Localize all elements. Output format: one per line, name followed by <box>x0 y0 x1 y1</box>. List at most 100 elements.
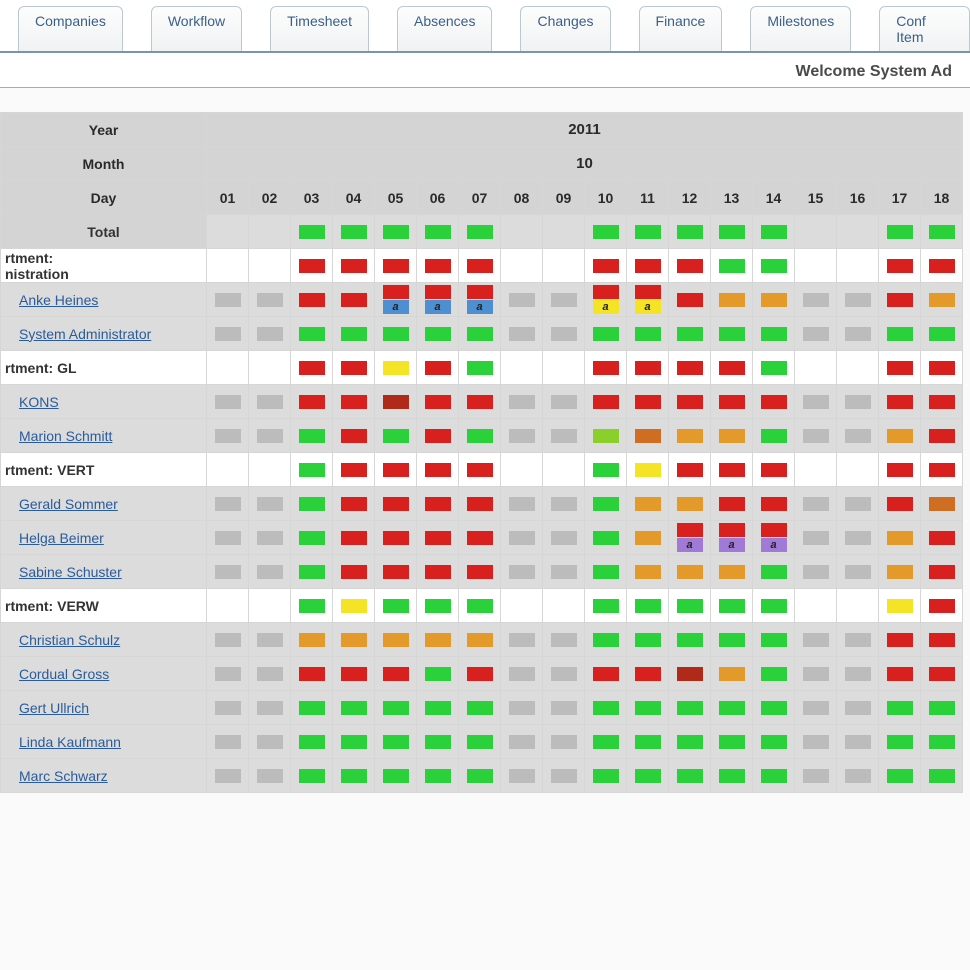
grid-cell <box>837 385 879 419</box>
status-box <box>929 497 955 511</box>
status-box <box>551 429 577 443</box>
day-header: 09 <box>543 181 585 215</box>
status-box <box>257 735 283 749</box>
status-box <box>215 701 241 715</box>
tab-finance[interactable]: Finance <box>639 6 723 51</box>
grid-cell: a <box>627 283 669 317</box>
tab-timesheet[interactable]: Timesheet <box>270 6 369 51</box>
status-box <box>341 293 367 307</box>
grid-cell <box>375 759 417 793</box>
tab-changes[interactable]: Changes <box>520 6 610 51</box>
grid-cell <box>795 725 837 759</box>
grid-cell <box>753 555 795 589</box>
status-box <box>341 769 367 783</box>
grid-cell <box>627 657 669 691</box>
person-link[interactable]: Gert Ullrich <box>19 700 89 716</box>
grid-cell <box>375 215 417 249</box>
status-box <box>551 701 577 715</box>
status-box <box>593 225 619 239</box>
grid-cell <box>585 453 627 487</box>
status-box <box>215 735 241 749</box>
person-link[interactable]: System Administrator <box>19 326 151 342</box>
person-link[interactable]: Christian Schulz <box>19 632 120 648</box>
day-header: 12 <box>669 181 711 215</box>
status-box <box>467 701 493 715</box>
grid-cell <box>207 657 249 691</box>
grid-cell <box>543 555 585 589</box>
person-link[interactable]: KONS <box>19 394 59 410</box>
grid-cell <box>459 385 501 419</box>
grid-cell <box>879 487 921 521</box>
grid-cell <box>921 555 963 589</box>
person-link[interactable]: Marion Schmitt <box>19 428 112 444</box>
grid-cell <box>711 385 753 419</box>
grid-cell <box>333 419 375 453</box>
person-link[interactable]: Cordual Gross <box>19 666 109 682</box>
status-box <box>929 327 955 341</box>
grid-cell <box>207 351 249 385</box>
grid-cell <box>837 759 879 793</box>
person-link[interactable]: Helga Beimer <box>19 530 104 546</box>
person-link[interactable]: Gerald Sommer <box>19 496 118 512</box>
status-box <box>761 701 787 715</box>
status-box <box>929 531 955 545</box>
tab-workflow[interactable]: Workflow <box>151 6 242 51</box>
status-box <box>551 327 577 341</box>
grid-cell <box>627 521 669 555</box>
person-link[interactable]: Sabine Schuster <box>19 564 122 580</box>
tab-milestones[interactable]: Milestones <box>750 6 851 51</box>
status-box <box>845 769 871 783</box>
grid-cell <box>207 283 249 317</box>
status-box <box>467 497 493 511</box>
grid-cell <box>669 317 711 351</box>
status-box <box>635 225 661 239</box>
tab-conf-item[interactable]: Conf Item <box>879 6 970 51</box>
status-box <box>425 395 451 409</box>
person-link[interactable]: Marc Schwarz <box>19 768 108 784</box>
status-box <box>551 769 577 783</box>
grid-cell <box>753 759 795 793</box>
grid-cell <box>249 487 291 521</box>
status-box <box>215 497 241 511</box>
day-header: 14 <box>753 181 795 215</box>
status-box <box>467 429 493 443</box>
grid-cell <box>459 215 501 249</box>
grid-cell <box>669 283 711 317</box>
status-box <box>509 497 535 511</box>
year-label: Year <box>1 113 207 147</box>
tab-absences[interactable]: Absences <box>397 6 492 51</box>
grid-cell <box>459 691 501 725</box>
person-link[interactable]: Linda Kaufmann <box>19 734 121 750</box>
grid-cell <box>837 691 879 725</box>
grid-cell <box>669 385 711 419</box>
status-box <box>425 285 451 299</box>
status-box <box>929 395 955 409</box>
grid-cell <box>837 215 879 249</box>
grid-cell <box>291 317 333 351</box>
person-link[interactable]: Anke Heines <box>19 292 98 308</box>
grid-cell <box>417 385 459 419</box>
grid-cell <box>249 521 291 555</box>
status-box <box>677 259 703 273</box>
grid-cell <box>627 215 669 249</box>
status-box <box>845 293 871 307</box>
tab-companies[interactable]: Companies <box>18 6 123 51</box>
grid-cell <box>375 589 417 623</box>
status-box <box>215 429 241 443</box>
grid-cell <box>879 759 921 793</box>
status-box <box>719 463 745 477</box>
status-box <box>803 769 829 783</box>
status-box <box>677 599 703 613</box>
status-box <box>845 701 871 715</box>
grid-cell <box>669 249 711 283</box>
status-box <box>677 565 703 579</box>
status-box <box>677 395 703 409</box>
grid-cell <box>249 351 291 385</box>
status-box <box>593 701 619 715</box>
status-box <box>929 259 955 273</box>
status-box <box>509 327 535 341</box>
grid-cell <box>837 283 879 317</box>
status-box <box>761 497 787 511</box>
grid-cell <box>921 283 963 317</box>
grid-cell <box>627 385 669 419</box>
